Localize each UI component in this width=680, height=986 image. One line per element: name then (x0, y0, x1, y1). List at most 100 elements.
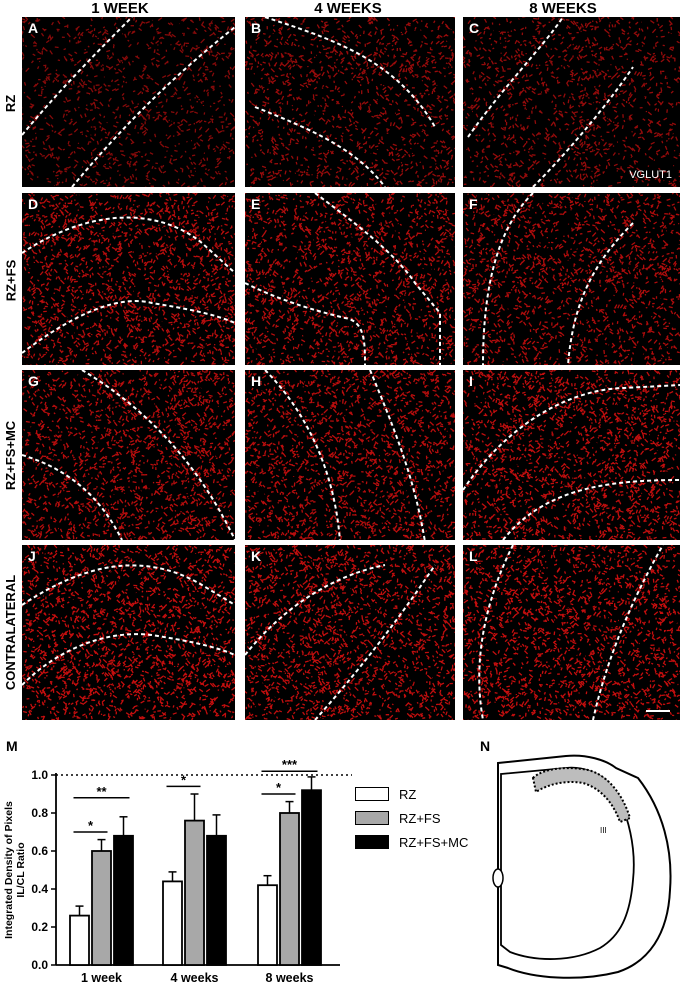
lamina-boundary (478, 545, 514, 720)
lamina-iii-label: III (600, 826, 607, 835)
stain-puncta (245, 193, 455, 365)
bar-rz-fs-1 (91, 850, 112, 966)
vglut1-stain (245, 545, 455, 720)
legend-item-rz: RZ (355, 782, 468, 806)
column-title-1-week: 1 WEEK (91, 0, 149, 17)
panel-letter: E (251, 196, 261, 212)
column-title-4-weeks: 4 WEEKS (314, 0, 382, 17)
legend-swatch-rz (355, 787, 389, 801)
panel-letter: A (28, 20, 39, 36)
bar-chart: 0.0 0.2 0.4 0.6 0.8 1.0 Integrated Density of … (3, 757, 352, 985)
micrograph-panel-d: D (22, 193, 235, 365)
panel-letter: B (251, 20, 262, 36)
row-label-rz-fs-mc: RZ+FS+MC (3, 420, 19, 490)
stain-puncta (22, 193, 235, 365)
marker-label: VGLUT1 (629, 169, 672, 181)
panel-m-letter: M (6, 738, 18, 754)
stain-puncta (463, 17, 680, 187)
panel-letter: I (469, 373, 473, 389)
lamina-boundary (22, 17, 133, 136)
significance-label: *** (282, 757, 298, 772)
legend-item-rz-fs: RZ+FS (355, 806, 468, 830)
y-tick-label: 0.8 (31, 806, 48, 820)
bar-rz-fs-3 (279, 812, 300, 966)
micrograph-panel-e: E (245, 193, 455, 365)
vglut1-stain (22, 17, 235, 187)
row-label-rz-fs: RZ+FS (3, 259, 19, 301)
central-canal (492, 868, 504, 888)
micrograph-panel-g: G (22, 370, 235, 540)
lamina-boundary (245, 564, 386, 656)
bar-rz-fs-mc-1 (113, 834, 134, 966)
legend-label-rz: RZ (399, 786, 417, 802)
stain-puncta (22, 545, 235, 720)
lamina-boundary (482, 193, 534, 365)
bar-rz-1 (69, 914, 90, 966)
significance-label: ** (96, 784, 107, 799)
panel-letter: C (469, 20, 480, 36)
vglut1-stain (245, 193, 455, 365)
lamina-boundary (264, 17, 436, 128)
panel-letter: G (28, 373, 39, 389)
y-tick-label: 0.6 (31, 844, 48, 858)
micrograph-panel-k: K (245, 545, 455, 720)
legend-swatch-rz-fs (355, 811, 389, 825)
legend-label-rz-fs-mc: RZ+FS+MC (399, 834, 469, 850)
legend-label-rz-fs: RZ+FS (399, 810, 441, 826)
stain-puncta (463, 370, 680, 540)
micrograph-panel-a: A (22, 17, 235, 187)
cord-outline (497, 754, 672, 979)
chart-legend: RZ RZ+FS RZ+FS+MC (355, 782, 468, 854)
lamina-boundary (22, 633, 235, 686)
micrograph-panel-h: H (245, 370, 455, 540)
vglut1-stain (245, 370, 455, 540)
lamina-boundary (463, 384, 680, 491)
vglut1-stain (245, 17, 455, 187)
micrograph-panel-f: F (463, 193, 680, 365)
vglut1-stain (463, 545, 680, 720)
panel-letter: J (28, 548, 36, 564)
vglut1-stain (22, 370, 235, 540)
lamina-boundary (369, 370, 426, 540)
lamina-boundary (467, 17, 564, 138)
vglut1-stain (22, 193, 235, 365)
panel-letter: L (469, 548, 478, 564)
lamina-boundary (567, 222, 634, 365)
lamina-boundary (592, 545, 664, 720)
bar-rz-2 (162, 880, 183, 966)
lamina-boundary (22, 454, 123, 540)
significance-label: * (88, 818, 94, 833)
bar-rz-3 (257, 884, 278, 966)
row-label-contralateral: CONTRALATERAL (3, 574, 19, 691)
lamina-boundary (22, 564, 235, 606)
lamina-boundary (22, 216, 235, 274)
panel-letter: K (251, 548, 262, 564)
legend-item-rz-fs-mc: RZ+FS+MC (355, 830, 468, 854)
x-tick-label: 8 weeks (266, 971, 314, 985)
y-axis-label: IL/CL Ratio (15, 842, 27, 897)
micrograph-panel-b: B (245, 17, 455, 187)
lamina-boundary (71, 26, 235, 187)
micrograph-panel-j: J (22, 545, 235, 720)
lamina-boundary (532, 66, 634, 187)
vglut1-stain (463, 193, 680, 365)
panel-letter: H (251, 373, 262, 389)
lamina-boundary (314, 193, 441, 365)
x-tick-label: 1 week (81, 971, 122, 985)
lamina-iii-region (531, 767, 632, 824)
stain-puncta (245, 370, 455, 540)
row-label-rz: RZ (3, 94, 19, 113)
y-tick-label: 0.2 (31, 920, 48, 934)
significance-label: * (276, 780, 282, 795)
x-tick-label: 4 weeks (171, 971, 219, 985)
stain-puncta (22, 17, 235, 187)
stain-puncta (245, 17, 455, 187)
vglut1-stain (463, 370, 680, 540)
legend-swatch-rz-fs-mc (355, 835, 389, 849)
micrograph-panel-c: C VGLUT1 (463, 17, 680, 187)
stain-puncta (463, 193, 680, 365)
y-axis-label: Integrated Density of Pixels (3, 801, 15, 939)
panel-letter: F (469, 196, 478, 212)
bar-rz-fs-mc-3 (301, 789, 322, 966)
scale-bar (646, 710, 670, 712)
